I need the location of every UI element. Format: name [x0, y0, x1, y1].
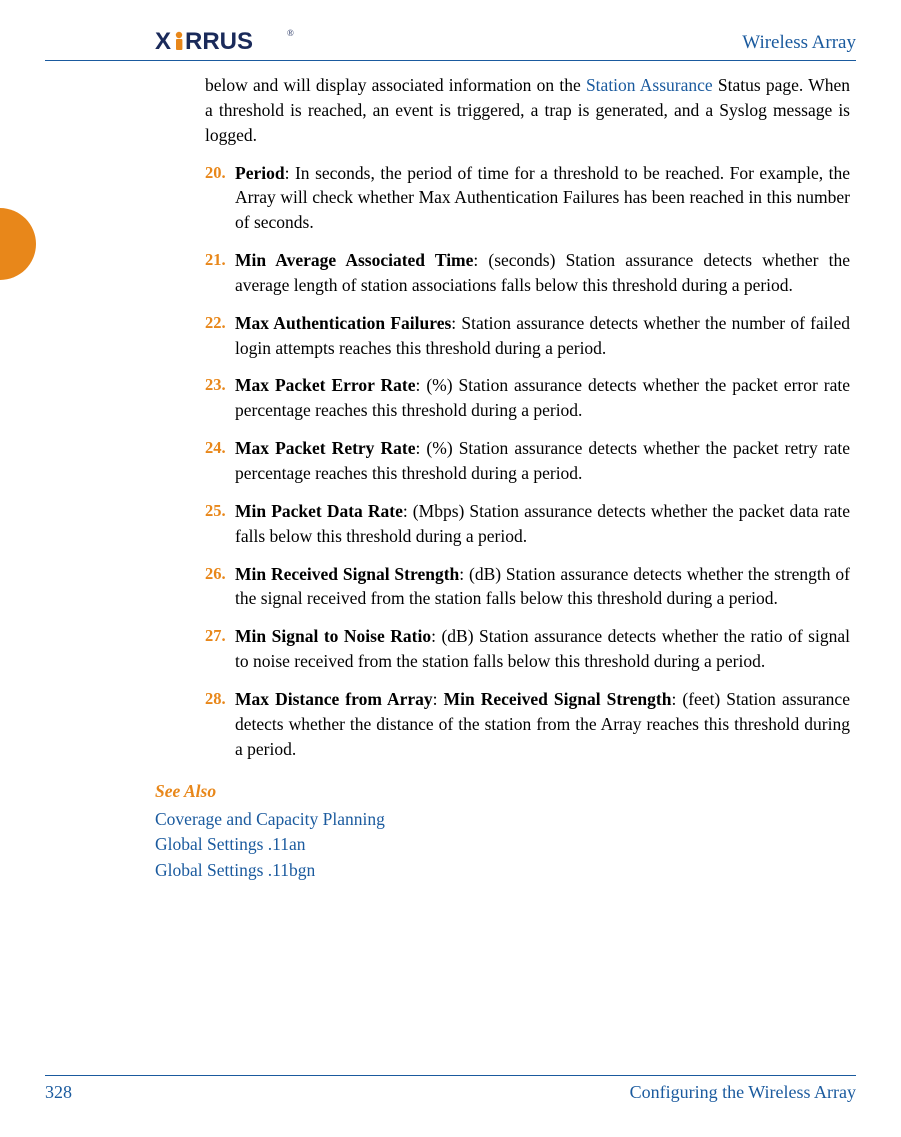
list-item: 21.Min Average Associated Time: (seconds… [205, 248, 850, 298]
list-body: Min Packet Data Rate: (Mbps) Station ass… [235, 499, 850, 549]
list-number: 28. [205, 687, 235, 762]
page-footer: 328 Configuring the Wireless Array [45, 1075, 856, 1103]
svg-text:X: X [155, 28, 171, 54]
content-body: below and will display associated inform… [45, 73, 856, 761]
list-number: 23. [205, 373, 235, 423]
see-also: See Also Coverage and Capacity Planning … [45, 779, 856, 883]
header-title: Wireless Array [742, 32, 856, 54]
term: Min Signal to Noise Ratio [235, 626, 431, 646]
see-also-heading: See Also [155, 779, 856, 804]
definition-list: 20.Period: In seconds, the period of tim… [205, 161, 850, 762]
list-number: 21. [205, 248, 235, 298]
footer-section: Configuring the Wireless Array [630, 1082, 856, 1103]
list-item: 28.Max Distance from Array: Min Received… [205, 687, 850, 762]
logo: X RRUS ® [45, 28, 300, 54]
term: Max Packet Retry Rate [235, 438, 415, 458]
list-item: 20.Period: In seconds, the period of tim… [205, 161, 850, 236]
list-number: 22. [205, 311, 235, 361]
list-item: 24.Max Packet Retry Rate: (%) Station as… [205, 436, 850, 486]
list-body: Min Received Signal Strength: (dB) Stati… [235, 562, 850, 612]
intro-paragraph: below and will display associated inform… [205, 73, 850, 148]
list-body: Max Packet Retry Rate: (%) Station assur… [235, 436, 850, 486]
list-number: 26. [205, 562, 235, 612]
list-number: 27. [205, 624, 235, 674]
see-also-link[interactable]: Global Settings .11bgn [155, 858, 856, 883]
list-item: 23.Max Packet Error Rate: (%) Station as… [205, 373, 850, 423]
list-item: 27.Min Signal to Noise Ratio: (dB) Stati… [205, 624, 850, 674]
list-number: 20. [205, 161, 235, 236]
list-number: 24. [205, 436, 235, 486]
see-also-link[interactable]: Global Settings .11an [155, 832, 856, 857]
list-body: Min Signal to Noise Ratio: (dB) Station … [235, 624, 850, 674]
list-number: 25. [205, 499, 235, 549]
definition-text: : In seconds, the period of time for a t… [235, 163, 850, 233]
list-item: 22.Max Authentication Failures: Station … [205, 311, 850, 361]
term: Max Authentication Failures [235, 313, 451, 333]
term: Min Packet Data Rate [235, 501, 403, 521]
list-body: Max Distance from Array: Min Received Si… [235, 687, 850, 762]
page-header: X RRUS ® Wireless Array [45, 28, 856, 61]
side-tab [0, 208, 52, 280]
intro-pre: below and will display associated inform… [205, 75, 586, 95]
term: Min Average Associated Time [235, 250, 473, 270]
term: Min Received Signal Strength [235, 564, 459, 584]
term: Max Distance from Array [235, 689, 433, 709]
station-assurance-link[interactable]: Station Assurance [586, 75, 713, 95]
svg-text:®: ® [287, 28, 294, 38]
list-body: Max Authentication Failures: Station ass… [235, 311, 850, 361]
list-body: Period: In seconds, the period of time f… [235, 161, 850, 236]
term: Max Packet Error Rate [235, 375, 416, 395]
list-item: 25.Min Packet Data Rate: (Mbps) Station … [205, 499, 850, 549]
list-body: Max Packet Error Rate: (%) Station assur… [235, 373, 850, 423]
svg-text:RRUS: RRUS [185, 28, 253, 54]
see-also-link[interactable]: Coverage and Capacity Planning [155, 807, 856, 832]
term: Period [235, 163, 285, 183]
list-body: Min Average Associated Time: (seconds) S… [235, 248, 850, 298]
list-item: 26.Min Received Signal Strength: (dB) St… [205, 562, 850, 612]
term: Min Received Signal Strength [444, 689, 672, 709]
page-number: 328 [45, 1082, 72, 1103]
